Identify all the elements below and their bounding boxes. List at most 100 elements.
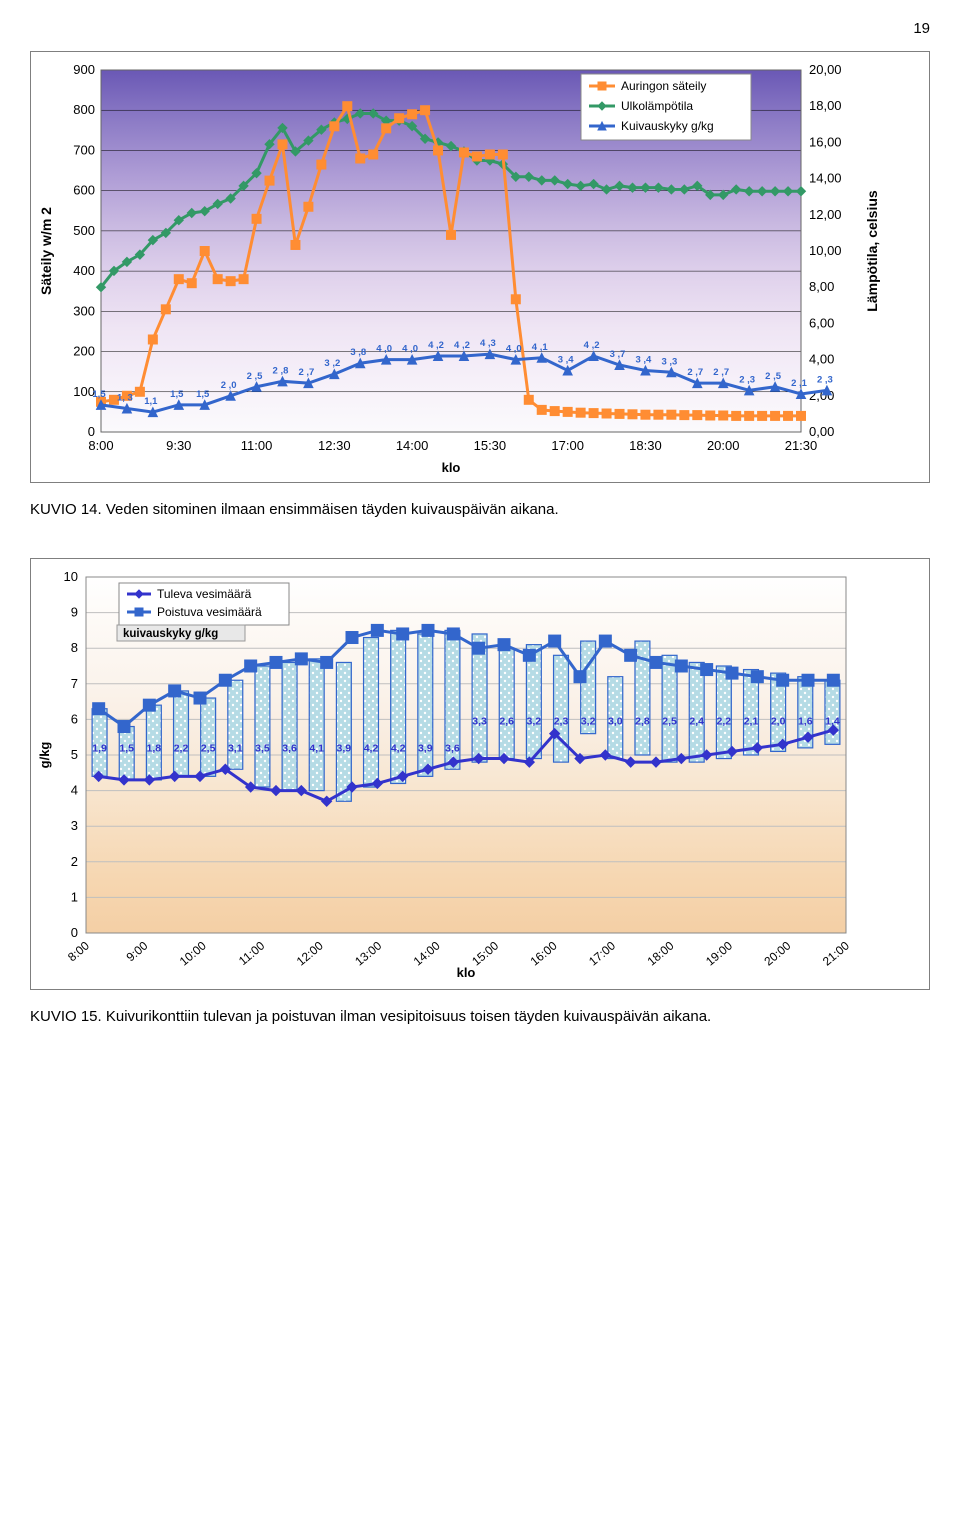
svg-text:4 ,2: 4 ,2: [454, 340, 470, 351]
svg-text:2 ,5: 2 ,5: [247, 371, 264, 382]
svg-text:2,5: 2,5: [201, 742, 216, 754]
svg-text:Säteily w/m 2: Säteily w/m 2: [38, 207, 54, 295]
svg-text:16,00: 16,00: [809, 134, 842, 149]
svg-text:Tuleva vesimäärä: Tuleva vesimäärä: [157, 587, 252, 601]
svg-text:1,6: 1,6: [798, 716, 813, 728]
svg-text:18,00: 18,00: [809, 98, 842, 113]
svg-text:2 ,7: 2 ,7: [298, 367, 314, 378]
svg-text:5: 5: [71, 747, 78, 762]
svg-text:2,5: 2,5: [662, 716, 677, 728]
svg-text:2 ,0: 2 ,0: [221, 380, 237, 391]
svg-text:7: 7: [71, 676, 78, 691]
svg-text:Ulkolämpötila: Ulkolämpötila: [621, 99, 693, 113]
svg-text:2,3: 2,3: [554, 716, 569, 728]
svg-text:4,00: 4,00: [809, 352, 834, 367]
svg-text:2 ,1: 2 ,1: [791, 378, 808, 389]
svg-text:17:00: 17:00: [586, 938, 618, 968]
svg-text:8:00: 8:00: [65, 938, 92, 964]
svg-text:800: 800: [73, 102, 95, 117]
svg-text:klo: klo: [442, 460, 461, 475]
svg-text:8: 8: [71, 640, 78, 655]
svg-text:2,6: 2,6: [499, 716, 514, 728]
svg-text:4 ,1: 4 ,1: [532, 342, 549, 353]
svg-text:200: 200: [73, 344, 95, 359]
svg-text:0: 0: [88, 424, 95, 439]
svg-text:1,5: 1,5: [119, 742, 134, 754]
svg-text:10,00: 10,00: [809, 243, 842, 258]
svg-text:0: 0: [71, 925, 78, 940]
svg-text:Kuivauskyky g/kg: Kuivauskyky g/kg: [621, 119, 714, 133]
svg-text:6: 6: [71, 711, 78, 726]
svg-text:4 ,3: 4 ,3: [480, 338, 496, 349]
svg-text:9:30: 9:30: [166, 438, 191, 453]
svg-text:21:00: 21:00: [820, 938, 852, 968]
svg-text:4 ,0: 4 ,0: [376, 344, 392, 355]
svg-text:3,2: 3,2: [581, 716, 596, 728]
svg-text:10:00: 10:00: [177, 938, 209, 968]
svg-text:14,00: 14,00: [809, 171, 842, 186]
svg-text:2 ,7: 2 ,7: [687, 367, 703, 378]
svg-text:3,3: 3,3: [472, 716, 487, 728]
svg-text:16:00: 16:00: [528, 938, 560, 968]
svg-text:17:00: 17:00: [551, 438, 584, 453]
svg-text:14:00: 14:00: [396, 438, 429, 453]
svg-text:Auringon säteily: Auringon säteily: [621, 79, 706, 93]
svg-text:12:00: 12:00: [294, 938, 326, 968]
svg-text:2,2: 2,2: [174, 742, 189, 754]
svg-text:1,5: 1,5: [170, 389, 184, 400]
chart-sateily-lampo: 01002003004005006007008009000,002,004,00…: [30, 51, 930, 483]
page-number: 19: [30, 20, 930, 37]
svg-text:9: 9: [71, 605, 78, 620]
svg-text:6,00: 6,00: [809, 315, 834, 330]
svg-text:3 ,4: 3 ,4: [558, 354, 575, 365]
svg-text:500: 500: [73, 223, 95, 238]
svg-text:1,5: 1,5: [92, 389, 106, 400]
svg-text:3 ,2: 3 ,2: [324, 358, 340, 369]
svg-text:1,9: 1,9: [92, 742, 107, 754]
svg-text:4,2: 4,2: [391, 742, 406, 754]
svg-text:3,9: 3,9: [337, 742, 352, 754]
svg-text:2,0: 2,0: [771, 716, 786, 728]
svg-text:3,6: 3,6: [445, 742, 460, 754]
svg-text:2 ,7: 2 ,7: [713, 367, 729, 378]
svg-text:4 ,2: 4 ,2: [428, 340, 444, 351]
caption-15: KUVIO 15. Kuivurikonttiin tulevan ja poi…: [30, 1008, 930, 1025]
svg-text:300: 300: [73, 303, 95, 318]
svg-text:12,00: 12,00: [809, 207, 842, 222]
svg-text:2: 2: [71, 854, 78, 869]
svg-text:g/kg: g/kg: [37, 742, 52, 769]
svg-text:18:00: 18:00: [645, 938, 677, 968]
svg-text:Lämpötila, celsius: Lämpötila, celsius: [864, 190, 880, 312]
svg-text:8:00: 8:00: [88, 438, 113, 453]
svg-text:2,8: 2,8: [635, 716, 650, 728]
svg-text:2 ,3: 2 ,3: [817, 374, 833, 385]
svg-text:12:30: 12:30: [318, 438, 351, 453]
svg-text:20,00: 20,00: [809, 62, 842, 77]
svg-text:3 ,3: 3 ,3: [661, 356, 677, 367]
svg-text:4 ,0: 4 ,0: [402, 344, 418, 355]
svg-text:20:00: 20:00: [707, 438, 740, 453]
svg-text:1, 3: 1, 3: [117, 392, 133, 403]
svg-text:19:00: 19:00: [703, 938, 735, 968]
svg-text:0,00: 0,00: [809, 424, 834, 439]
svg-text:15:30: 15:30: [474, 438, 507, 453]
svg-text:4,1: 4,1: [309, 742, 324, 754]
svg-text:14:00: 14:00: [411, 938, 443, 968]
svg-text:1,1: 1,1: [144, 396, 158, 407]
svg-text:700: 700: [73, 142, 95, 157]
svg-text:3,6: 3,6: [282, 742, 297, 754]
svg-text:9:00: 9:00: [123, 938, 150, 964]
svg-text:2 ,5: 2 ,5: [765, 371, 782, 382]
svg-text:21:30: 21:30: [785, 438, 818, 453]
svg-text:1,8: 1,8: [147, 742, 162, 754]
svg-text:3 ,4: 3 ,4: [636, 354, 653, 365]
svg-text:4,2: 4,2: [364, 742, 379, 754]
svg-text:3,9: 3,9: [418, 742, 433, 754]
svg-text:3: 3: [71, 818, 78, 833]
svg-text:3,1: 3,1: [228, 742, 243, 754]
svg-text:13:00: 13:00: [352, 938, 384, 968]
svg-text:11:00: 11:00: [241, 438, 273, 453]
chart-vesimaara: 012345678910g/kg8:009:0010:0011:0012:001…: [30, 558, 930, 990]
svg-text:kuivauskyky g/kg: kuivauskyky g/kg: [123, 628, 218, 640]
svg-text:1,5: 1,5: [196, 389, 210, 400]
